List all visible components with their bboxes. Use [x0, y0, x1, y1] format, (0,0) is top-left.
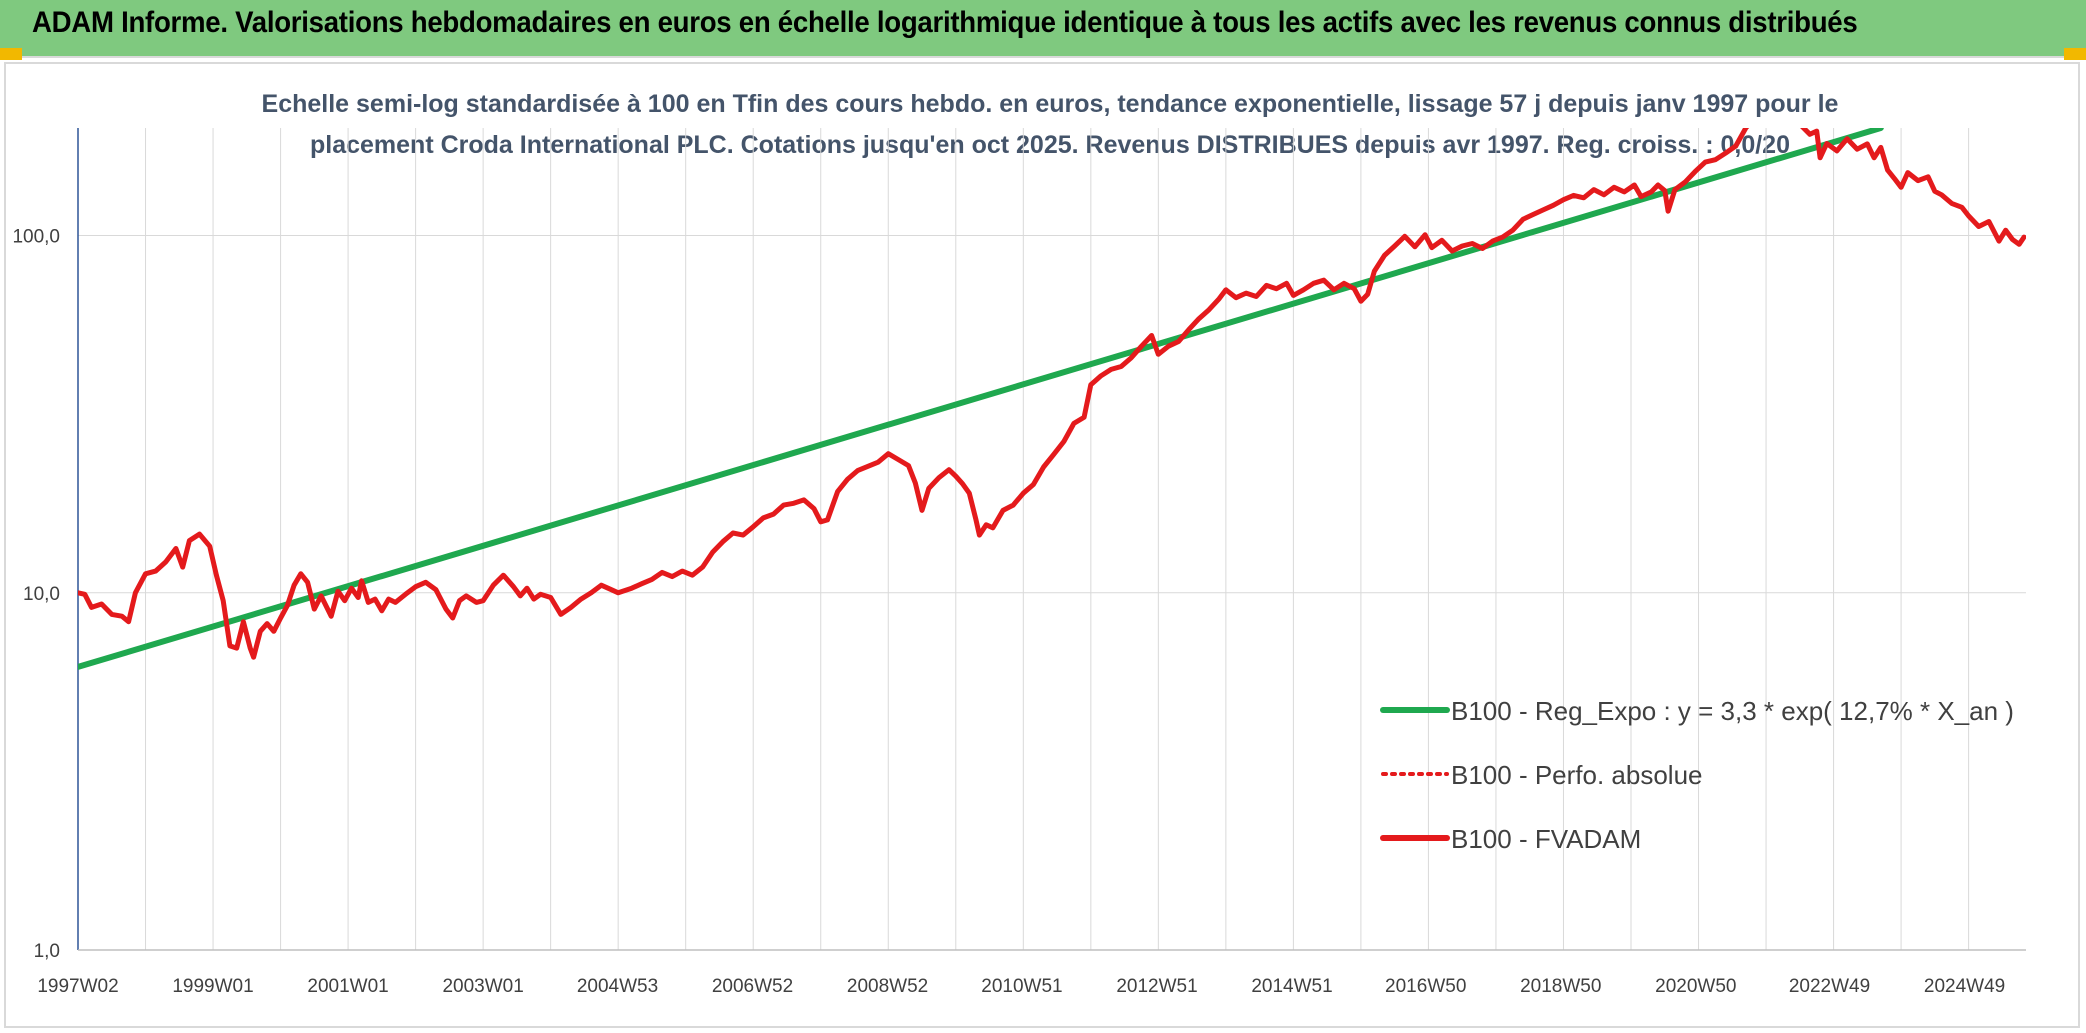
- x-tick-label: 2014W51: [1251, 976, 1332, 997]
- x-tick-label: 2012W51: [1116, 976, 1197, 997]
- x-tick-label: 2004W53: [577, 976, 658, 997]
- legend-label-0: B100 - Reg_Expo : y = 3,3 * exp( 12,7% *…: [1451, 696, 2014, 726]
- series-line-2: [78, 128, 2026, 660]
- report-banner: ADAM Informe. Valorisations hebdomadaire…: [0, 0, 2086, 58]
- x-tick-label: 2016W50: [1385, 976, 1466, 997]
- x-tick-label: 2001W01: [307, 976, 388, 997]
- legend: B100 - Reg_Expo : y = 3,3 * exp( 12,7% *…: [1380, 696, 2014, 854]
- x-tick-label: 2006W52: [712, 976, 793, 997]
- x-tick-label: 2008W52: [847, 976, 928, 997]
- x-tick-label: 2024W49: [1924, 976, 2005, 997]
- legend-label-1: B100 - Perfo. absolue: [1451, 760, 1703, 790]
- grid-lines: [77, 128, 2026, 951]
- corner-marker-right: [2064, 48, 2086, 60]
- axes: [77, 128, 2026, 951]
- x-tick-label: 2020W50: [1655, 976, 1736, 997]
- y-tick-label: 10,0: [23, 584, 60, 605]
- report-title: ADAM Informe. Valorisations hebdomadaire…: [32, 6, 1858, 39]
- tick-labels: 1,0 10,0 100,0 1997W02 1999W01 2001W01 2003W01…: [12, 227, 2005, 997]
- x-tick-label: 2018W50: [1520, 976, 1601, 997]
- x-tick-label: 2003W01: [442, 976, 523, 997]
- y-tick-label: 100,0: [12, 227, 60, 248]
- series-line-0: [78, 128, 1884, 670]
- x-tick-label: 1997W02: [37, 976, 118, 997]
- x-tick-label: 2022W49: [1789, 976, 1870, 997]
- y-tick-label: 1,0: [34, 941, 60, 962]
- x-tick-label: 2010W51: [981, 976, 1062, 997]
- chart-frame: [4, 62, 2080, 1028]
- corner-marker-left: [0, 48, 22, 60]
- chart-subtitle-line-2: placement Croda International PLC. Cotat…: [310, 131, 1790, 159]
- legend-label-2: B100 - FVADAM: [1451, 824, 1641, 854]
- series-lines: [78, 128, 2026, 670]
- x-tick-label: 1999W01: [172, 976, 253, 997]
- chart-subtitle-line-1: Echelle semi-log standardisée à 100 en T…: [261, 90, 1839, 118]
